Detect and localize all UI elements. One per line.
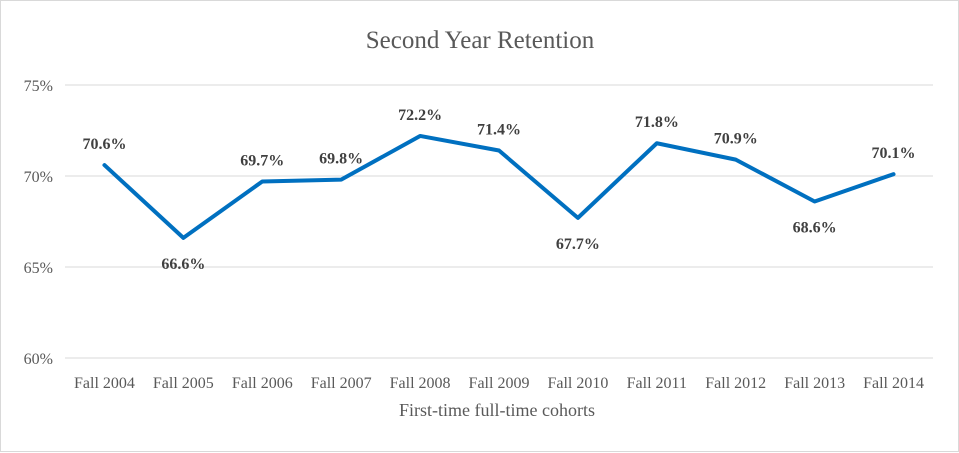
x-tick-label: Fall 2006 [232,375,293,392]
x-tick-label: Fall 2007 [311,375,372,392]
x-tick-label: Fall 2011 [627,375,687,392]
y-tick-label: 60% [24,351,53,368]
gridlines [65,84,933,359]
x-tick-label: Fall 2008 [390,375,451,392]
data-label: 70.9% [714,131,758,148]
data-label: 69.8% [319,151,363,168]
data-label: 68.6% [793,219,837,236]
data-label: 71.4% [477,122,521,139]
data-label: 69.7% [240,152,284,169]
y-tick-label: 70% [24,169,53,186]
x-tick-label: Fall 2004 [74,375,135,392]
y-axis-ticks: 60% 65% 70% 75% [24,78,53,368]
data-label: 71.8% [635,114,679,131]
data-labels: 70.6% 66.6% 69.7% 69.8% 72.2% 71.4% 67.7% 71.8%… [82,107,915,273]
series-line [102,133,896,240]
x-axis-title: First-time full-time cohorts [399,400,595,420]
x-tick-label: Fall 2013 [784,375,845,392]
y-tick-label: 65% [24,260,53,277]
series-layer [102,133,896,240]
x-tick-label: Fall 2012 [705,375,766,392]
x-axis-ticks: Fall 2004 Fall 2005 Fall 2006 Fall 2007 Fall… [74,375,924,392]
data-label: 66.6% [161,256,205,273]
x-tick-label: Fall 2010 [547,375,608,392]
data-label: 72.2% [398,107,442,124]
data-label: 70.6% [82,136,126,153]
data-label: 67.7% [556,236,600,253]
x-tick-label: Fall 2009 [469,375,530,392]
data-label: 70.1% [872,145,916,162]
x-tick-label: Fall 2005 [153,375,214,392]
x-tick-label: Fall 2014 [863,375,924,392]
y-tick-label: 75% [24,78,53,95]
chart-title: Second Year Retention [366,27,595,54]
